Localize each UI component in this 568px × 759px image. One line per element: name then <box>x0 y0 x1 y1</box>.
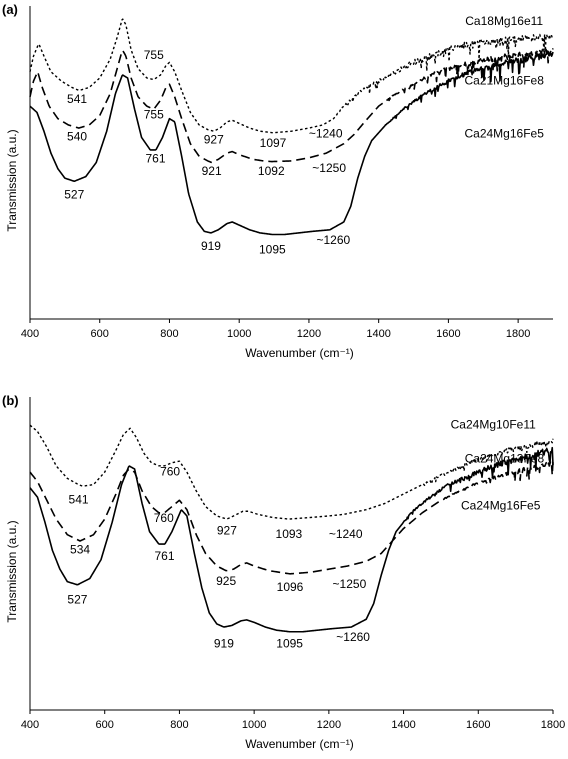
chart-panel-b: (b) 400 600 800 1000 1200 1400 1600 1800 Wavenumb… <box>2 393 565 751</box>
peak-label: 919 <box>214 636 234 650</box>
x-tick-label: 600 <box>91 328 109 340</box>
peak-label: 921 <box>202 164 222 178</box>
series-line-1 <box>29 48 554 164</box>
series-name-label: Ca24Mg16Fe5 <box>461 499 541 513</box>
peak-label: ~1240 <box>309 126 343 140</box>
chart-panel-a: (a) 400 600 800 1000 1200 1400 1600 1800 Wavenumb… <box>2 2 554 360</box>
panel-label: (a) <box>2 2 18 17</box>
series-line-0 <box>29 18 554 134</box>
peak-label: 925 <box>216 574 236 588</box>
peak-label: 927 <box>217 524 237 538</box>
peak-label: 527 <box>67 593 87 607</box>
y-axis-title: Transmission (a.u.) <box>5 129 19 231</box>
peak-label: 1096 <box>277 580 304 594</box>
x-tick-label: 800 <box>160 328 178 340</box>
x-tick-label: 600 <box>96 719 114 731</box>
x-axis-title: Wavenumber (cm⁻¹) <box>245 346 354 360</box>
x-tick-label: 1800 <box>541 719 565 731</box>
series-name-label: Ca18Mg16e11 <box>465 14 543 28</box>
peak-label: 1095 <box>259 242 286 256</box>
peak-label: 527 <box>64 187 84 201</box>
peak-label: 1097 <box>260 136 287 150</box>
series-line-2 <box>29 446 554 633</box>
x-tick-label: 1600 <box>436 328 460 340</box>
panel-label: (b) <box>2 393 19 408</box>
peak-label: 1093 <box>276 527 303 541</box>
x-tick-label: 1200 <box>297 328 321 340</box>
series-name-label: Ca24Mg13Fe8 <box>465 452 545 466</box>
peak-label: 541 <box>69 492 89 506</box>
x-tick-label: 1000 <box>242 719 266 731</box>
y-axis-title: Transmission (a.u.) <box>5 520 19 622</box>
x-tick-label: 1400 <box>366 328 390 340</box>
peak-label: 760 <box>160 464 180 478</box>
x-axis-title: Wavenumber (cm⁻¹) <box>245 737 354 751</box>
x-tick-label: 1600 <box>466 719 490 731</box>
peak-label: 534 <box>70 543 90 557</box>
series-name-label: Ca24Mg16Fe5 <box>464 126 544 140</box>
peak-label: ~1250 <box>333 577 367 591</box>
peak-label: 755 <box>144 48 164 62</box>
peak-label: ~1260 <box>316 233 350 247</box>
x-tick-label: 800 <box>170 719 188 731</box>
series-line-2 <box>29 50 554 236</box>
peak-label: 1092 <box>258 164 285 178</box>
peak-label: ~1250 <box>312 161 346 175</box>
series-name-label: Ca21Mg16Fe8 <box>464 73 544 87</box>
x-tick-label: 1200 <box>317 719 341 731</box>
x-tick-label: 400 <box>21 328 39 340</box>
x-tick-label: 1400 <box>391 719 415 731</box>
peak-label: 540 <box>67 130 87 144</box>
peak-label: 761 <box>146 152 166 166</box>
series-name-label: Ca24Mg10Fe11 <box>451 417 536 431</box>
series-line-1 <box>29 460 554 575</box>
peak-label: 1095 <box>276 636 303 650</box>
peak-label: ~1240 <box>329 527 363 541</box>
x-tick-label: 400 <box>21 719 39 731</box>
peak-label: 760 <box>154 511 174 525</box>
peak-label: ~1260 <box>336 630 370 644</box>
peak-label: 755 <box>144 108 164 122</box>
peak-label: 919 <box>201 239 221 253</box>
x-tick-label: 1000 <box>227 328 251 340</box>
x-tick-label: 1800 <box>506 328 530 340</box>
series-line-0 <box>29 424 554 520</box>
peak-label: 927 <box>204 133 224 147</box>
peak-label: 761 <box>154 549 174 563</box>
peak-label: 541 <box>67 92 87 106</box>
